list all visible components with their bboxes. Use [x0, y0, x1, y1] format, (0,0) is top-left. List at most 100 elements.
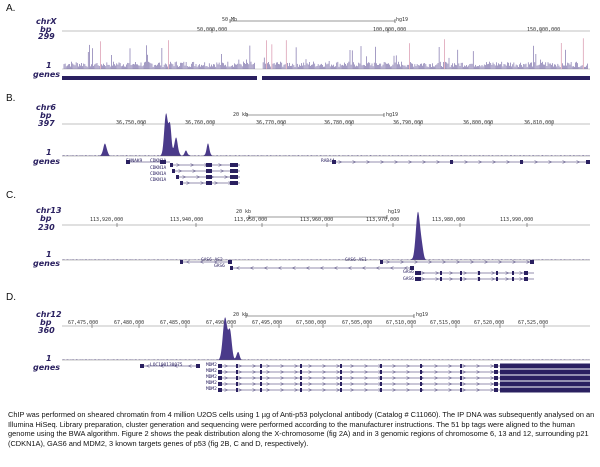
gene-exon — [494, 376, 498, 380]
strand-arrow — [576, 160, 580, 164]
gene-exon — [180, 181, 183, 185]
strand-arrow — [182, 175, 186, 179]
axis-tick-label: 36,760,000 — [185, 120, 216, 126]
axis-tick-label: 100,000,000 — [373, 27, 407, 33]
gene-exon — [420, 370, 422, 374]
gene-exon — [230, 181, 238, 185]
strand-arrow — [504, 382, 508, 386]
gene-exon — [340, 370, 342, 374]
genome-build-label: hg19 — [396, 17, 409, 23]
strand-arrow — [462, 370, 466, 374]
strand-arrow — [278, 266, 282, 270]
strand-arrow — [364, 382, 368, 386]
axis-tick-label: 67,480,000 — [114, 320, 145, 326]
strand-arrow — [422, 160, 426, 164]
strand-arrow — [252, 382, 256, 386]
genes-label: genes — [33, 363, 61, 372]
strand-arrow — [192, 169, 196, 173]
strand-arrow — [490, 376, 494, 380]
strand-arrow — [420, 376, 424, 380]
strand-arrow — [364, 370, 368, 374]
gene-exon — [380, 370, 382, 374]
gene-exon — [170, 163, 173, 167]
chip-seq-coverage-track — [62, 113, 590, 185]
axis-tick-label: 113,950,000 — [234, 217, 268, 223]
strand-arrow — [477, 277, 481, 281]
axis-tick-label: 67,495,000 — [252, 320, 283, 326]
strand-arrow — [574, 370, 578, 374]
gene-exon — [206, 169, 212, 173]
strand-arrow — [490, 388, 494, 392]
strand-arrow — [238, 382, 242, 386]
strand-arrow — [392, 376, 396, 380]
strand-arrow — [392, 388, 396, 392]
gene-label: GAS6 — [403, 270, 414, 275]
strand-arrow — [364, 376, 368, 380]
strand-arrow — [350, 382, 354, 386]
strand-arrow — [204, 163, 208, 167]
gene-exon — [380, 382, 382, 386]
gene-label: GAS6-AS1 — [345, 258, 367, 263]
gene-label: MDM2 — [206, 363, 217, 368]
strand-arrow — [322, 388, 326, 392]
strand-arrow — [463, 271, 467, 275]
strand-arrow — [518, 364, 522, 368]
strand-arrow — [420, 364, 424, 368]
gene-exon — [494, 364, 498, 368]
strand-arrow — [280, 388, 284, 392]
strand-arrow — [224, 382, 228, 386]
strand-arrow — [476, 376, 480, 380]
gene-exon — [524, 271, 528, 275]
strand-arrow — [146, 364, 150, 368]
strand-arrow — [421, 271, 425, 275]
gene-exon — [300, 370, 302, 374]
strand-arrow — [526, 260, 530, 264]
coverage-peak — [62, 317, 590, 360]
strand-arrow — [294, 370, 298, 374]
strand-arrow — [188, 364, 192, 368]
strand-arrow — [336, 382, 340, 386]
gene-exon — [380, 260, 383, 264]
axis-tick-label: 67,490,000 — [206, 320, 237, 326]
strand-arrow — [224, 376, 228, 380]
strand-arrow — [406, 370, 410, 374]
strand-arrow — [378, 376, 382, 380]
gene-exon — [332, 160, 336, 164]
axis-tick-label: 67,485,000 — [160, 320, 191, 326]
strand-arrow — [266, 364, 270, 368]
gene-exon — [230, 175, 238, 179]
axis-tick-label: 36,810,000 — [524, 120, 555, 126]
strand-arrow — [206, 169, 210, 173]
strand-arrow — [350, 364, 354, 368]
gene-exon — [440, 271, 442, 275]
strand-arrow — [420, 382, 424, 386]
gene-exon — [420, 364, 422, 368]
scale-bar-label: 20 kb — [233, 112, 249, 118]
strand-arrow — [464, 160, 468, 164]
strand-arrow — [462, 364, 466, 368]
axis-tick-label: 36,800,000 — [463, 120, 494, 126]
genes-label: genes — [33, 157, 61, 166]
gene-exon — [380, 376, 382, 380]
strand-arrow — [448, 370, 452, 374]
axis-tick-label: 150,000,000 — [527, 27, 561, 33]
strand-arrow — [214, 181, 218, 185]
gene-exon — [410, 266, 414, 270]
gene-exon — [586, 160, 590, 164]
gene-label: CDKN1A — [150, 172, 167, 177]
strand-arrow — [434, 364, 438, 368]
strand-arrow — [196, 175, 200, 179]
panel-letter: D. — [6, 292, 16, 303]
strand-arrow — [548, 160, 552, 164]
strand-arrow — [280, 376, 284, 380]
strand-arrow — [250, 266, 254, 270]
strand-arrow — [484, 260, 488, 264]
axis-tick-label: 36,770,000 — [256, 120, 287, 126]
gene-exon — [420, 382, 422, 386]
strand-arrow — [518, 376, 522, 380]
gene-exon — [478, 271, 480, 275]
gene-exon — [460, 382, 462, 386]
strand-arrow — [560, 370, 564, 374]
strand-arrow — [308, 364, 312, 368]
strand-arrow — [232, 163, 236, 167]
